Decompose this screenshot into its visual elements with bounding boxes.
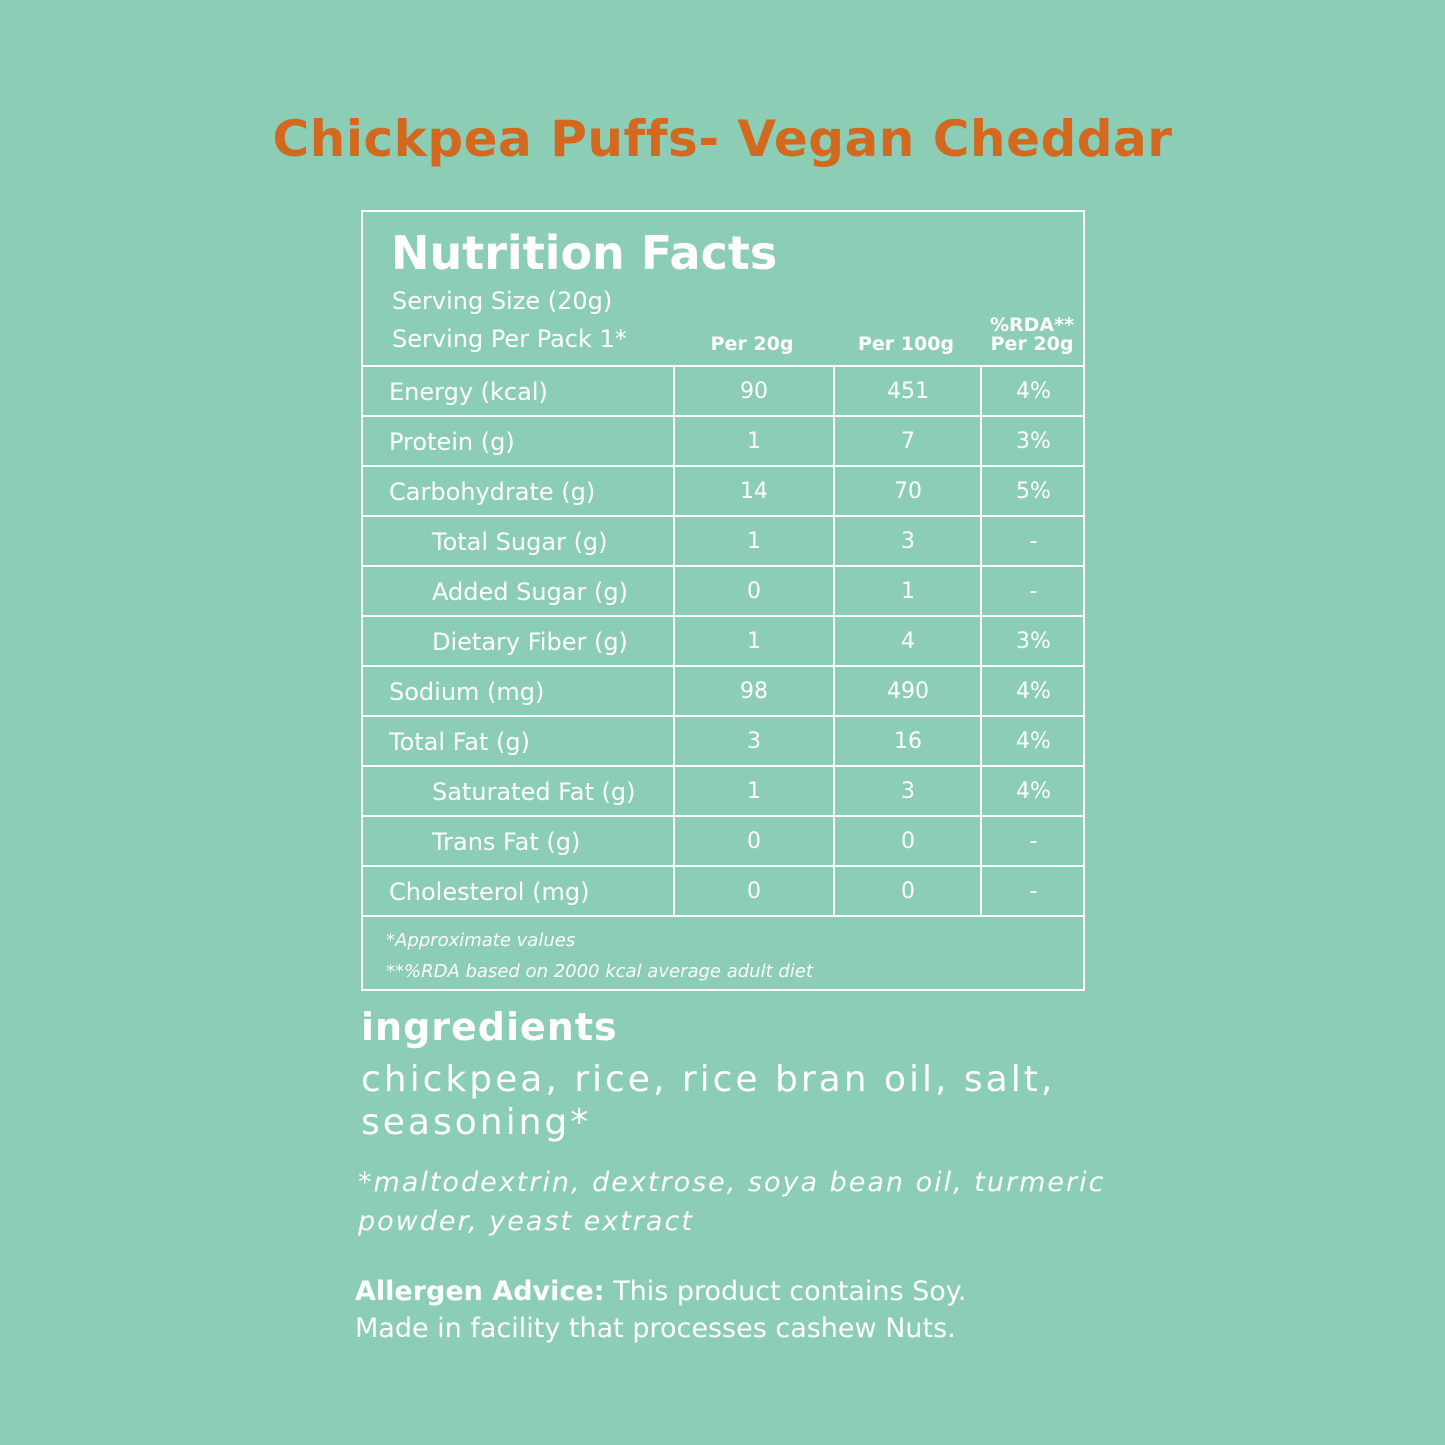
value-per-100g: 70 bbox=[833, 467, 981, 515]
value-rda: - bbox=[980, 817, 1085, 865]
nutrition-facts-heading: Nutrition Facts bbox=[391, 226, 778, 280]
value-rda: - bbox=[980, 867, 1085, 915]
nutrient-name: Cholesterol (mg) bbox=[389, 878, 590, 906]
table-row: Energy (kcal) 90 451 4% bbox=[363, 367, 1083, 417]
allergen-label: Allergen Advice: bbox=[355, 1276, 605, 1307]
rda-header-line-1: %RDA** bbox=[989, 314, 1074, 336]
value-per-20g: 0 bbox=[673, 867, 833, 915]
value-rda: - bbox=[980, 517, 1085, 565]
column-header-per-20g: Per 20g bbox=[710, 333, 794, 355]
value-per-100g: 451 bbox=[833, 367, 981, 415]
table-row: Total Fat (g) 3 16 4% bbox=[363, 717, 1083, 767]
facility-note: Made in facility that processes cashew N… bbox=[355, 1313, 956, 1344]
nutrient-name: Protein (g) bbox=[389, 428, 515, 456]
table-row: Sodium (mg) 98 490 4% bbox=[363, 667, 1083, 717]
nutrition-rows: Energy (kcal) 90 451 4% Protein (g) 1 7 … bbox=[363, 367, 1083, 917]
column-header-per-100g: Per 100g bbox=[857, 333, 955, 355]
ingredients-heading: ingredients bbox=[361, 1005, 618, 1049]
nutrient-name: Added Sugar (g) bbox=[432, 578, 628, 606]
nutrient-name: Saturated Fat (g) bbox=[432, 778, 636, 806]
nutrient-name: Total Fat (g) bbox=[389, 728, 530, 756]
value-rda: - bbox=[980, 567, 1085, 615]
value-per-100g: 3 bbox=[833, 517, 981, 565]
value-per-100g: 7 bbox=[833, 417, 981, 465]
serving-size: Serving Size (20g) bbox=[392, 287, 613, 315]
value-per-100g: 0 bbox=[833, 867, 981, 915]
value-per-20g: 98 bbox=[673, 667, 833, 715]
value-rda: 3% bbox=[980, 417, 1085, 465]
value-per-100g: 4 bbox=[833, 617, 981, 665]
nutrient-name: Energy (kcal) bbox=[389, 378, 548, 406]
rda-header-line-2: Per 20g bbox=[990, 333, 1074, 355]
allergen-text: This product contains Soy. bbox=[613, 1276, 967, 1307]
table-row: Cholesterol (mg) 0 0 - bbox=[363, 867, 1083, 917]
nutrient-name: Total Sugar (g) bbox=[432, 528, 608, 556]
nutrient-name: Trans Fat (g) bbox=[432, 828, 581, 856]
table-row: Added Sugar (g) 0 1 - bbox=[363, 567, 1083, 617]
value-per-100g: 1 bbox=[833, 567, 981, 615]
value-rda: 5% bbox=[980, 467, 1085, 515]
product-title: Chickpea Puffs- Vegan Cheddar bbox=[272, 110, 1173, 168]
value-per-20g: 1 bbox=[673, 617, 833, 665]
table-row: Protein (g) 1 7 3% bbox=[363, 417, 1083, 467]
value-per-20g: 1 bbox=[673, 417, 833, 465]
footnote-approximate: *Approximate values bbox=[386, 930, 576, 951]
nutrition-header: Nutrition Facts Serving Size (20g) Servi… bbox=[363, 212, 1083, 367]
table-row: Carbohydrate (g) 14 70 5% bbox=[363, 467, 1083, 517]
nutrient-name: Sodium (mg) bbox=[389, 678, 545, 706]
value-rda: 3% bbox=[980, 617, 1085, 665]
value-rda: 4% bbox=[980, 717, 1085, 765]
table-row: Saturated Fat (g) 1 3 4% bbox=[363, 767, 1083, 817]
nutrition-facts-panel: Nutrition Facts Serving Size (20g) Servi… bbox=[361, 210, 1085, 991]
serving-per-pack: Serving Per Pack 1* bbox=[392, 325, 627, 353]
footnote-rda: **%RDA based on 2000 kcal average adult … bbox=[386, 961, 813, 982]
ingredients-list: chickpea, rice, rice bran oil, salt, sea… bbox=[361, 1059, 1056, 1143]
value-per-20g: 3 bbox=[673, 717, 833, 765]
nutrient-name: Carbohydrate (g) bbox=[389, 478, 596, 506]
value-per-100g: 3 bbox=[833, 767, 981, 815]
value-per-100g: 0 bbox=[833, 817, 981, 865]
value-rda: 4% bbox=[980, 367, 1085, 415]
value-per-20g: 0 bbox=[673, 567, 833, 615]
seasoning-note: *maltodextrin, dextrose, soya bean oil, … bbox=[358, 1167, 1106, 1237]
value-per-20g: 1 bbox=[673, 767, 833, 815]
value-per-20g: 1 bbox=[673, 517, 833, 565]
value-per-100g: 490 bbox=[833, 667, 981, 715]
value-per-20g: 90 bbox=[673, 367, 833, 415]
allergen-advice: Allergen Advice: This product contains S… bbox=[355, 1273, 967, 1347]
value-rda: 4% bbox=[980, 667, 1085, 715]
value-per-100g: 16 bbox=[833, 717, 981, 765]
value-rda: 4% bbox=[980, 767, 1085, 815]
table-row: Dietary Fiber (g) 1 4 3% bbox=[363, 617, 1083, 667]
table-row: Total Sugar (g) 1 3 - bbox=[363, 517, 1083, 567]
column-header-rda: %RDA** Per 20g bbox=[981, 316, 1083, 354]
allergen-line: Allergen Advice: This product contains S… bbox=[355, 1273, 967, 1310]
value-per-20g: 0 bbox=[673, 817, 833, 865]
nutrient-name: Dietary Fiber (g) bbox=[432, 628, 628, 656]
value-per-20g: 14 bbox=[673, 467, 833, 515]
table-row: Trans Fat (g) 0 0 - bbox=[363, 817, 1083, 867]
